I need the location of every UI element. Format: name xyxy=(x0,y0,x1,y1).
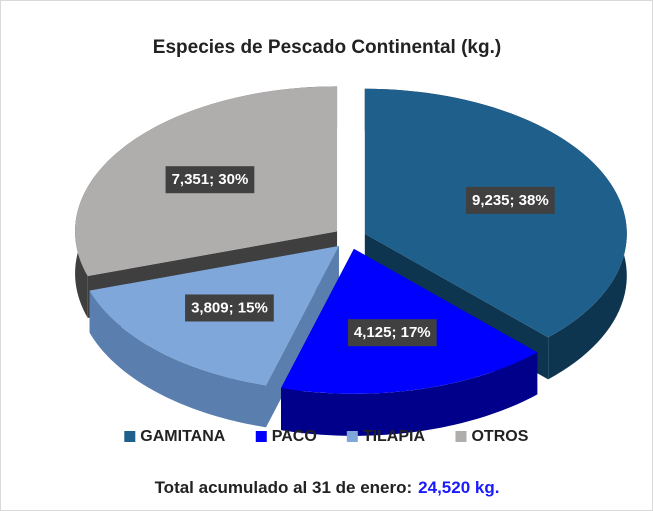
legend: GAMITANA PACO TILAPIA OTROS xyxy=(124,428,529,445)
data-label: 9,235; 38% xyxy=(472,192,549,209)
pie: 7,351; 30% 9,235; 38% 3,809; 15% 4,125; 17% xyxy=(75,86,627,436)
slice-side xyxy=(281,352,538,436)
data-label: 4,125; 17% xyxy=(354,324,431,341)
legend-swatch xyxy=(124,431,136,442)
footer: Total acumulado al 31 de enero: 24,520 kg… xyxy=(155,478,500,497)
footer-total: 24,520 kg. xyxy=(418,478,499,497)
legend-label: GAMITANA xyxy=(140,428,225,445)
data-label-box xyxy=(185,294,274,322)
data-label-box xyxy=(465,186,555,214)
legend-swatch xyxy=(346,431,358,442)
data-label: 7,351; 30% xyxy=(172,171,249,188)
data-label-box xyxy=(347,319,437,347)
data-label: 3,809; 15% xyxy=(191,299,268,316)
data-label-box xyxy=(165,166,255,194)
chart-title: Especies de Pescado Continental (kg.) xyxy=(153,37,501,58)
footer-text: Total acumulado al 31 de enero: xyxy=(155,478,413,497)
legend-label: PACO xyxy=(272,428,317,445)
legend-swatch xyxy=(455,431,467,442)
slice-edge xyxy=(265,246,339,428)
slice-side xyxy=(89,290,266,428)
legend-label: TILAPIA xyxy=(363,428,426,445)
legend-label: OTROS xyxy=(471,428,528,445)
legend-swatch xyxy=(255,431,267,442)
